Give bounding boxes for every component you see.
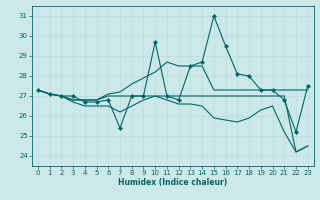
X-axis label: Humidex (Indice chaleur): Humidex (Indice chaleur)	[118, 178, 228, 187]
